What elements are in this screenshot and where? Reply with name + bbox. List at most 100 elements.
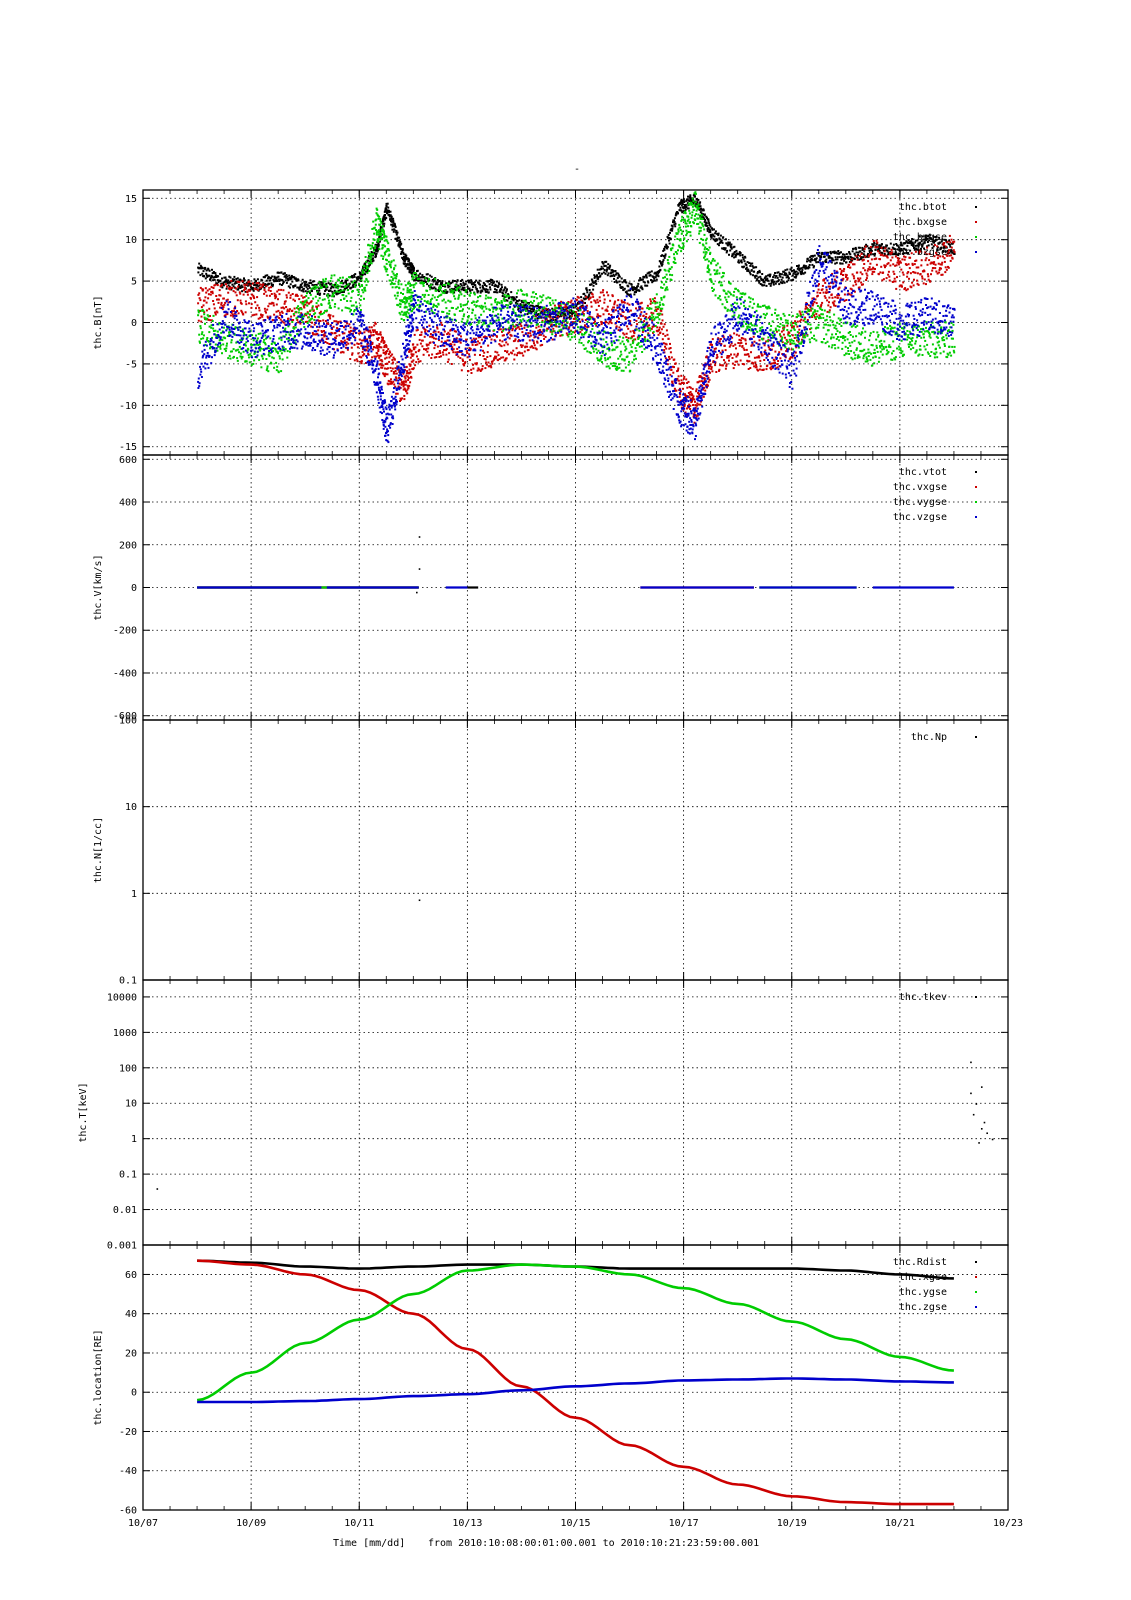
data-point [339,282,342,285]
data-point [368,253,371,255]
data-point [362,291,365,294]
data-point [346,289,349,292]
data-point [653,279,656,282]
data-point [922,282,925,285]
data-point [867,260,870,263]
data-point [617,299,620,302]
data-point [894,255,897,258]
data-point [855,248,858,251]
data-point [908,240,911,243]
data-point [724,349,727,352]
data-point [831,259,834,262]
data-point [529,332,532,335]
data-point [847,255,850,258]
data-point [694,195,696,198]
data-point [725,364,728,367]
data-point [436,326,439,329]
data-point [735,347,737,350]
data-point [877,248,880,251]
data-point [334,303,337,305]
data-point [537,329,540,332]
data-point [380,227,383,230]
data-point [376,352,379,355]
data-point [296,295,299,297]
data-point [320,281,323,284]
data-point [362,348,364,351]
data-point [266,315,269,318]
data-point [316,286,319,289]
data-point [807,267,810,270]
data-point [451,340,454,343]
data-point [763,344,766,347]
data-point [337,292,340,295]
data-point [879,247,882,249]
data-point [247,288,250,291]
data-point [289,294,292,297]
data-point [311,305,314,308]
data-point [380,346,383,349]
data-point [818,259,821,262]
data-point [397,368,400,371]
data-point [758,269,761,272]
data-point [409,364,412,367]
data-point [301,302,304,305]
data-point [350,286,353,289]
data-point [321,298,324,301]
data-point [401,397,404,400]
data-point [482,281,485,284]
data-point [737,363,740,366]
data-point [636,289,639,292]
data-point [897,252,900,255]
data-point [551,307,554,310]
data-point [572,306,575,309]
data-point [453,287,456,290]
data-point [388,211,391,213]
data-point [287,317,290,320]
data-point [380,359,383,361]
data-point [406,267,409,270]
data-point [343,297,346,300]
data-point [523,326,526,329]
data-point [861,248,864,251]
data-point [379,234,382,237]
data-point [528,339,531,342]
data-point [599,299,602,302]
data-point [655,310,658,312]
data-point [491,279,494,282]
data-point [405,258,408,261]
data-point [382,373,385,376]
data-point [790,266,793,269]
data-point [278,355,281,358]
data-point [296,286,299,289]
data-point [451,281,454,284]
data-point [608,267,611,270]
data-point [614,300,617,303]
data-point [874,252,876,255]
data-point [759,275,762,278]
data-point [294,299,296,302]
data-point [684,208,687,211]
data-point [820,303,823,306]
data-point [323,330,325,332]
data-point [657,275,660,278]
data-point [226,335,229,337]
data-point [331,293,334,296]
data-point [403,375,406,378]
data-point [800,318,803,321]
data-point [278,280,281,283]
data-point [911,262,914,265]
data-point [512,340,515,343]
data-point [823,279,825,282]
data-point [803,326,806,329]
data-point [739,254,742,257]
data-point [590,283,593,286]
data-point [290,330,293,333]
data-point [920,250,922,253]
data-point [562,313,565,316]
data-point [513,358,516,361]
data-point [517,308,520,311]
data-point [322,333,325,336]
data-point [203,316,206,319]
data-point [211,268,213,271]
data-point [376,347,379,350]
